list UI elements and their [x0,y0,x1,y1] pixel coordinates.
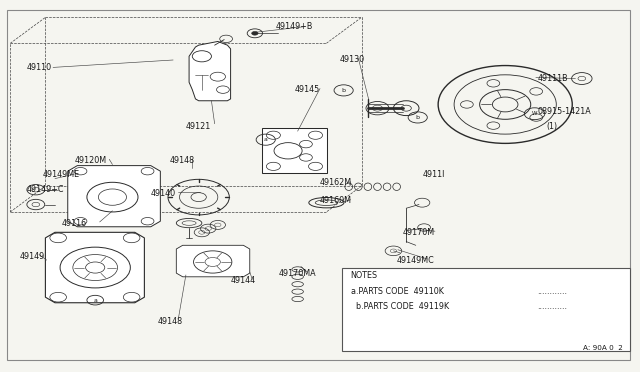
Circle shape [252,32,258,35]
Text: 49120M: 49120M [74,155,106,164]
Text: W: W [532,111,538,116]
Polygon shape [189,41,230,101]
Text: 49149+B: 49149+B [275,22,313,31]
Text: 49149+C: 49149+C [26,185,64,194]
Text: ............: ............ [537,287,567,296]
Text: 49170MA: 49170MA [278,269,316,278]
Text: 49144: 49144 [230,276,256,285]
Polygon shape [45,232,145,303]
FancyBboxPatch shape [262,128,326,173]
Text: 49145: 49145 [294,85,320,94]
FancyBboxPatch shape [7,10,630,360]
Text: A: 90A 0  2: A: 90A 0 2 [584,345,623,351]
Text: 49149ME: 49149ME [42,170,79,179]
Text: b: b [609,304,612,309]
Text: 49148: 49148 [170,155,195,164]
Text: 49110: 49110 [26,63,51,72]
Text: 49162M: 49162M [320,178,352,187]
Text: 49149MC: 49149MC [397,256,435,264]
Text: 49149: 49149 [20,252,45,261]
Text: a: a [93,298,97,303]
Text: 49111B: 49111B [537,74,568,83]
Text: 49121: 49121 [186,122,211,131]
Text: 49170M: 49170M [403,228,435,237]
Text: b: b [342,88,346,93]
Text: 49160M: 49160M [320,196,352,205]
Text: 49116: 49116 [61,219,86,228]
Text: 49130: 49130 [339,55,364,64]
Text: b.PARTS CODE  49119K: b.PARTS CODE 49119K [356,302,449,311]
Polygon shape [68,166,161,227]
Text: b: b [416,115,420,120]
Text: ............: ............ [537,302,567,311]
Text: a: a [264,137,268,142]
Text: 49140: 49140 [151,189,176,198]
Text: (1): (1) [547,122,558,131]
Text: 49148: 49148 [157,317,182,326]
Text: 4911I: 4911I [422,170,445,179]
Text: NOTES: NOTES [351,271,378,280]
Text: 08915-1421A: 08915-1421A [537,108,591,116]
FancyBboxPatch shape [342,267,630,351]
Text: a.PARTS CODE  49110K: a.PARTS CODE 49110K [351,287,444,296]
Polygon shape [176,245,250,277]
Text: a: a [609,289,612,294]
